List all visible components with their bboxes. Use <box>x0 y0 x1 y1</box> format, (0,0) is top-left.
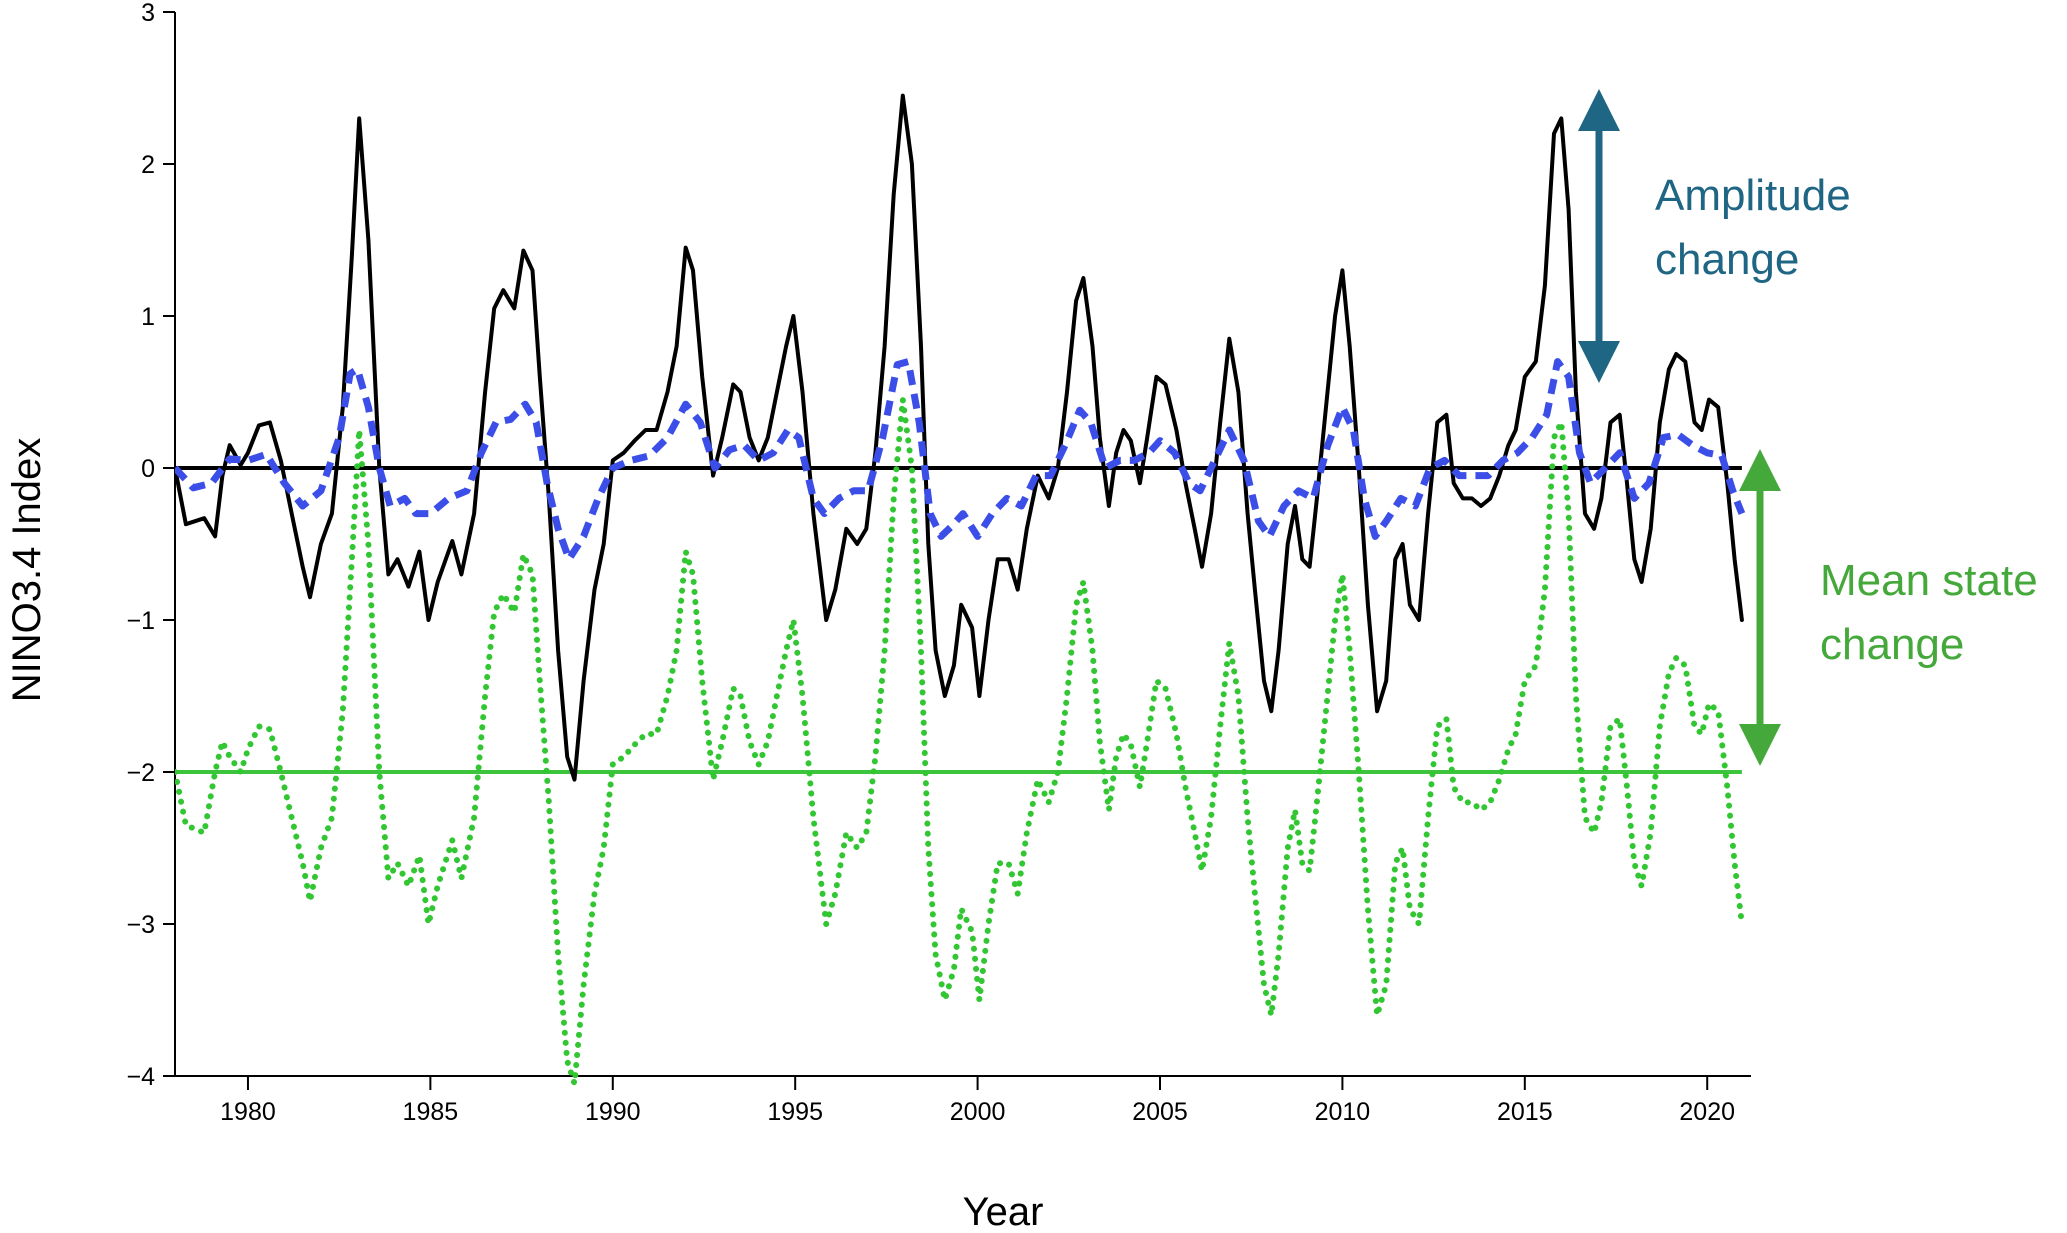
x-tick-label: 2000 <box>950 1098 1006 1126</box>
y-ticks: 3 2 1 0 −1 −2 −3 −4 <box>126 0 175 1091</box>
amplitude-change-annotation: Amplitude change <box>1578 89 1863 383</box>
x-tick-label: 1990 <box>585 1098 641 1126</box>
x-ticks: 1980 1985 1990 1995 2000 2005 2010 2015 2020 <box>220 1076 1735 1126</box>
amplitude-label: Amplitude change <box>1655 171 1863 284</box>
x-tick-label: 2015 <box>1497 1098 1553 1126</box>
amplitude-label-line2: change <box>1655 235 1799 284</box>
y-tick-label: −1 <box>126 607 155 635</box>
y-tick-label: 1 <box>141 303 155 331</box>
y-tick-label: 0 <box>141 455 155 483</box>
nino34-shifted-mean-line <box>175 396 1745 1087</box>
amplitude-label-line1: Amplitude <box>1655 171 1851 220</box>
y-tick-label: −2 <box>126 759 155 787</box>
y-axis-label: NINO3.4 Index <box>5 438 49 703</box>
x-axis: 1980 1985 1990 1995 2000 2005 2010 2015 2020 <box>175 1075 1751 1126</box>
x-tick-label: 2010 <box>1315 1098 1371 1126</box>
mean-state-label: Mean state change <box>1820 556 2050 669</box>
y-axis: 3 2 1 0 −1 −2 −3 −4 <box>126 0 176 1091</box>
plot-area <box>175 93 1746 1087</box>
x-tick-label: 1995 <box>767 1098 823 1126</box>
nino34-reduced-amplitude-line <box>175 358 1746 563</box>
y-tick-label: −3 <box>126 911 155 939</box>
x-tick-label: 2005 <box>1132 1098 1188 1126</box>
x-axis-label: Year <box>963 1190 1044 1233</box>
x-tick-label: 1980 <box>220 1098 276 1126</box>
mean-state-change-annotation: Mean state change <box>1739 449 2050 766</box>
x-tick-label: 2020 <box>1679 1098 1735 1126</box>
y-tick-label: 2 <box>141 151 155 179</box>
x-tick-label: 1985 <box>403 1098 459 1126</box>
nino34-observed-line <box>175 93 1744 782</box>
y-tick-label: 3 <box>141 0 155 27</box>
y-tick-label: −4 <box>126 1063 155 1091</box>
mean-state-label-line2: change <box>1820 620 1964 669</box>
mean-state-label-line1: Mean state <box>1820 556 2038 605</box>
